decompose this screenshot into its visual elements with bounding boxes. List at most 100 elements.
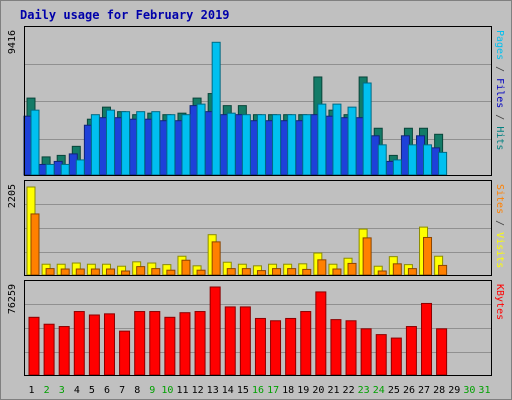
x-tick-day-24: 24 [373, 385, 385, 396]
bar-kbytes-day-5 [88, 314, 100, 376]
x-tick-day-14: 14 [222, 385, 234, 396]
bar-kbytes-day-13 [209, 286, 221, 376]
bar-pages-day-18 [287, 114, 297, 176]
bar-sites-day-6 [105, 268, 115, 276]
bar-kbytes-day-19 [300, 311, 312, 376]
bar-pages-day-4 [75, 159, 85, 176]
x-tick-day-28: 28 [433, 385, 445, 396]
bar-kbytes-day-25 [390, 337, 402, 376]
bar-sites-day-12 [196, 269, 206, 276]
bar-sites-day-24 [377, 270, 387, 276]
bar-sites-day-20 [317, 259, 327, 276]
panel-kbytes-max-label: 76259 [7, 284, 18, 314]
x-tick-day-31: 31 [478, 385, 490, 396]
x-tick-day-26: 26 [403, 385, 415, 396]
bar-sites-day-1 [30, 213, 40, 276]
bar-kbytes-day-26 [405, 326, 417, 376]
x-tick-day-1: 1 [29, 385, 35, 396]
bar-pages-day-20 [317, 103, 327, 176]
x-tick-day-18: 18 [282, 385, 294, 396]
bar-kbytes-day-3 [58, 326, 70, 376]
bar-pages-day-14 [226, 112, 236, 176]
panel-kbytes-legend: KBytes [494, 284, 505, 320]
bar-sites-day-27 [423, 236, 433, 276]
bar-kbytes-day-2 [43, 323, 55, 376]
bar-sites-day-13 [211, 241, 221, 276]
bar-kbytes-day-12 [194, 311, 206, 376]
x-tick-day-29: 29 [448, 385, 460, 396]
bar-pages-day-11 [181, 114, 191, 176]
x-tick-day-15: 15 [237, 385, 249, 396]
bar-sites-day-7 [121, 270, 131, 276]
bar-sites-day-2 [45, 268, 55, 276]
bar-sites-day-16 [256, 270, 266, 276]
bar-pages-day-25 [392, 159, 402, 176]
bar-kbytes-day-23 [360, 328, 372, 376]
bar-pages-day-10 [166, 114, 176, 176]
bar-sites-day-22 [347, 262, 357, 276]
x-tick-day-5: 5 [89, 385, 95, 396]
legend-label: Hits [494, 126, 505, 150]
bar-pages-day-15 [241, 114, 251, 176]
bar-pages-day-28 [438, 151, 448, 176]
x-tick-day-22: 22 [343, 385, 355, 396]
x-tick-day-13: 13 [207, 385, 219, 396]
chart-title: Daily usage for February 2019 [20, 8, 230, 22]
panel-visits-border [24, 180, 492, 276]
x-tick-day-12: 12 [192, 385, 204, 396]
x-tick-day-17: 17 [267, 385, 279, 396]
x-tick-day-21: 21 [327, 385, 339, 396]
panel-traffic-border [24, 26, 492, 176]
legend-label: Visits [494, 232, 505, 268]
bar-kbytes-day-27 [421, 302, 433, 376]
bar-pages-day-22 [347, 106, 357, 176]
bar-sites-day-17 [272, 268, 282, 276]
x-tick-day-9: 9 [149, 385, 155, 396]
bar-kbytes-day-7 [119, 330, 131, 376]
bar-sites-day-3 [60, 268, 70, 276]
x-tick-day-2: 2 [44, 385, 50, 396]
panel-visits-max-label: 2205 [7, 184, 18, 208]
x-tick-day-8: 8 [134, 385, 140, 396]
bar-pages-day-19 [302, 114, 312, 176]
bar-sites-day-4 [75, 268, 85, 276]
bar-pages-day-6 [105, 109, 115, 176]
bar-sites-day-5 [90, 268, 100, 276]
x-tick-day-25: 25 [388, 385, 400, 396]
bar-kbytes-day-21 [330, 319, 342, 376]
bar-sites-day-19 [302, 268, 312, 276]
legend-label: / [494, 214, 505, 232]
panel-traffic-legend: Pages / Files / Hits [494, 30, 505, 150]
bar-pages-day-17 [272, 114, 282, 176]
x-tick-day-6: 6 [104, 385, 110, 396]
x-tick-day-30: 30 [463, 385, 475, 396]
bar-pages-day-13 [211, 41, 221, 176]
bar-pages-day-26 [407, 144, 417, 176]
bar-kbytes-day-9 [149, 311, 161, 376]
bar-kbytes-day-16 [254, 317, 266, 376]
bar-pages-day-3 [60, 163, 70, 176]
bar-pages-day-21 [332, 103, 342, 176]
bar-sites-day-28 [438, 264, 448, 276]
bar-pages-day-8 [136, 111, 146, 176]
x-tick-day-27: 27 [418, 385, 430, 396]
bar-kbytes-day-14 [224, 306, 236, 376]
x-tick-day-11: 11 [176, 385, 188, 396]
x-tick-day-16: 16 [252, 385, 264, 396]
bar-sites-day-9 [151, 268, 161, 276]
bar-sites-day-25 [392, 263, 402, 276]
bar-kbytes-day-24 [375, 334, 387, 376]
bar-kbytes-day-17 [270, 320, 282, 376]
legend-label: / [494, 108, 505, 126]
legend-label: Pages [494, 30, 505, 60]
bar-pages-day-24 [377, 144, 387, 176]
bar-kbytes-day-18 [285, 317, 297, 376]
bar-kbytes-day-6 [103, 313, 115, 376]
bar-pages-day-12 [196, 103, 206, 176]
x-tick-day-4: 4 [74, 385, 80, 396]
bar-pages-day-23 [362, 82, 372, 176]
bar-sites-day-26 [407, 268, 417, 276]
bar-sites-day-14 [226, 268, 236, 276]
bar-pages-day-16 [256, 114, 266, 176]
x-tick-day-23: 23 [358, 385, 370, 396]
